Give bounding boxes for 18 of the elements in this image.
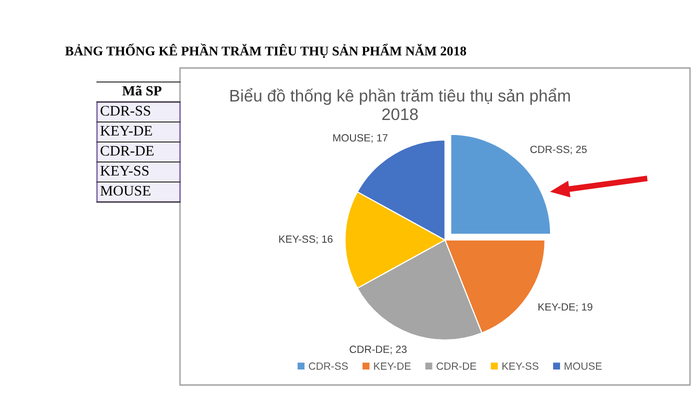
data-label: KEY-SS; 16 [279,235,333,244]
text: KEY-SS [100,166,149,176]
text: BẢNG THỐNG KÊ PHẦN TRĂM TIÊU THỤ SẢN PHẨM NĂM 2018 [65,44,466,58]
legend-label: KEY-SS [502,362,538,370]
legend-label: MOUSE [564,362,602,370]
text: KEY-DE [100,126,152,136]
text: CDR-SS [100,106,150,116]
legend-label: CDR-SS [308,362,348,370]
chart-title: Biểu đồ thống kê phần trăm tiêu thụ sản phẩm 2018 [230,88,570,120]
legend-label: KEY-DE [374,362,411,370]
text: Mã SP [122,86,162,96]
data-label: CDR-DE; 23 [350,346,407,354]
text: MOUSE [100,186,150,196]
data-label: CDR-SS; 25 [530,146,587,154]
legend-label: CDR-DE [436,362,476,370]
data-label: MOUSE; 17 [333,134,388,143]
text: CDR-DE [100,146,154,156]
data-label: KEY-DE; 19 [538,303,592,312]
